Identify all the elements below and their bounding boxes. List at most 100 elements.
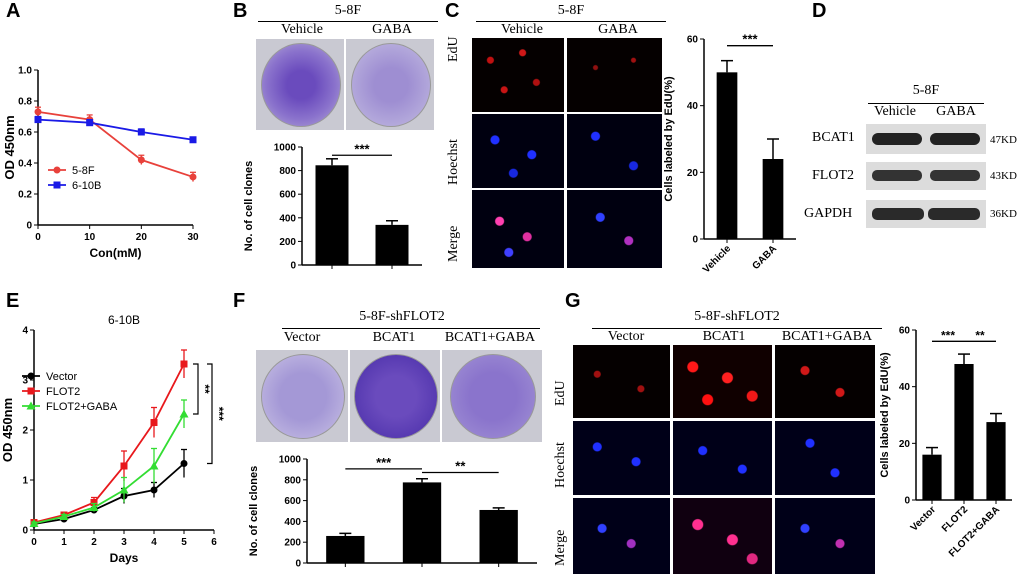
data-point-6-10B	[34, 116, 42, 124]
panel-label-c: C	[445, 0, 460, 22]
x-tick-label: 3	[121, 537, 127, 548]
row-label-g-merge: Merge	[553, 529, 568, 566]
data-point-6-10B	[86, 119, 94, 127]
group-label-g-bcat1: BCAT1	[702, 329, 746, 344]
bar-FLOT2+GABA	[986, 422, 1006, 500]
y-tick-label: 200	[284, 538, 301, 549]
group-label-f-bcat1: BCAT1	[372, 330, 416, 345]
group-label-d-vehicle: Vehicle	[874, 104, 916, 119]
x-tick-label: 0	[35, 232, 41, 243]
chart-g: 0 20 40 60 Cells labeled by EdU(%) Vector FLOT…	[879, 326, 1012, 559]
bar-Vector	[922, 454, 942, 500]
y-tick-label: 400	[279, 213, 296, 224]
legend-label: FLOT2	[46, 386, 80, 398]
row-label-c-edu: EdU	[446, 36, 461, 62]
micrograph-g-edu-bcat1-gaba	[775, 345, 875, 418]
bar-FLOT2	[954, 364, 974, 500]
micrograph-g-hoechst-vector	[573, 421, 670, 495]
y-tick-label: 2	[22, 426, 28, 437]
bar-GABA	[375, 224, 409, 265]
x-tick-label: 10	[84, 232, 96, 243]
dish	[354, 354, 438, 439]
series-line-FLOT2	[33, 363, 185, 524]
dish	[450, 354, 536, 439]
significance-label: ***	[941, 328, 955, 342]
x-tick-label: Vehicle	[701, 243, 733, 275]
data-point-6-10B	[137, 128, 145, 136]
band-label-flot2: FLOT2	[812, 168, 854, 183]
x-tick-label: FLOT2	[940, 504, 970, 534]
group-label-c-vehicle: Vehicle	[501, 22, 543, 37]
y-tick-label: 0	[22, 526, 28, 537]
colony-plate-b-vehicle	[256, 39, 344, 130]
group-line-d	[868, 103, 984, 104]
row-label-c-hoechst: Hoechst	[446, 139, 461, 185]
cell-line-label-c: 5-8F	[557, 3, 585, 18]
data-point-6-10B	[189, 136, 197, 144]
panel-label-b: B	[233, 0, 248, 22]
micrograph-g-merge-bcat1	[673, 498, 772, 574]
micrograph-g-edu-vector	[573, 345, 670, 418]
y-axis-title: No. of cell clones	[248, 466, 260, 556]
panel-label-g: G	[565, 290, 581, 312]
chart-b: 0 200 400 600 800 1000 No. of cell clones ***	[243, 141, 422, 272]
data-point-Vector	[180, 460, 188, 467]
group-label-f-vector: Vector	[283, 330, 321, 345]
group-label-f-bcat1-gaba: BCAT1+GABA	[444, 330, 536, 345]
y-axis-title: No. of cell clones	[243, 161, 255, 251]
micrograph-c-hoechst-gaba	[567, 114, 662, 188]
data-point-Vector	[150, 486, 158, 494]
x-tick-label: 1	[61, 537, 67, 548]
panel-label-f: F	[233, 290, 246, 312]
x-tick-label: 20	[136, 232, 148, 243]
y-tick-label: 40	[899, 382, 911, 393]
bar-Vehicle	[716, 72, 738, 239]
y-tick-label: 1000	[279, 455, 302, 466]
bar-Vector	[326, 535, 365, 563]
significance-label: ***	[354, 141, 370, 156]
x-tick-label: Vector	[909, 504, 938, 533]
significance-label: **	[455, 459, 466, 474]
y-tick-label: 3	[22, 376, 28, 387]
blot-strip-bcat1	[866, 124, 986, 154]
bar-BCAT1	[402, 482, 442, 563]
micrograph-c-merge-gaba	[567, 190, 662, 268]
y-tick-label: 0.2	[18, 190, 32, 201]
group-line-f	[282, 328, 540, 329]
panel-label-a: A	[6, 0, 21, 22]
chart-title: 6-10B	[108, 313, 140, 327]
chart-a: 0 0.2 0.4 0.6 0.8 1.0 0 10 20 30 Con(mM) OD 450nm 5-…	[2, 66, 199, 261]
y-tick-label: 0	[692, 235, 698, 246]
row-label-c-merge: Merge	[446, 225, 461, 262]
cell-line-label-d: 5-8F	[912, 83, 940, 98]
chart-c: 0 20 40 60 Cells labeled by EdU(%) Vehicle GAB…	[663, 32, 796, 275]
band	[872, 208, 924, 220]
x-axis-title: Days	[110, 551, 139, 565]
y-tick-label: 1.0	[18, 66, 32, 77]
significance-label: ***	[742, 32, 758, 47]
band	[872, 170, 922, 181]
band-label-bcat1: BCAT1	[812, 130, 855, 145]
data-point-FLOT2	[120, 462, 128, 470]
data-point-FLOT2+GABA	[29, 519, 39, 527]
legend-label: FLOT2+GABA	[46, 401, 118, 413]
group-line-c	[476, 21, 666, 22]
group-line-g	[592, 328, 882, 329]
x-tick-label: 30	[187, 232, 199, 243]
y-tick-label: 600	[279, 190, 296, 201]
significance-label: ***	[376, 455, 392, 470]
panel-label-d: D	[812, 0, 827, 22]
band-label-gapdh: GAPDH	[804, 206, 853, 221]
cell-line-label-b: 5-8F	[334, 3, 362, 18]
bar-GABA	[762, 159, 784, 239]
x-tick-label: 6	[211, 537, 217, 548]
band	[928, 208, 980, 220]
legend-label: Vector	[46, 371, 78, 383]
micrograph-g-edu-bcat1	[673, 345, 772, 418]
panel-label-e: E	[6, 290, 20, 312]
y-tick-label: 200	[279, 237, 296, 248]
y-tick-label: 400	[284, 517, 301, 528]
band-size-gapdh: 36KD	[990, 208, 1017, 220]
bar-BCAT1+GABA	[479, 509, 518, 563]
